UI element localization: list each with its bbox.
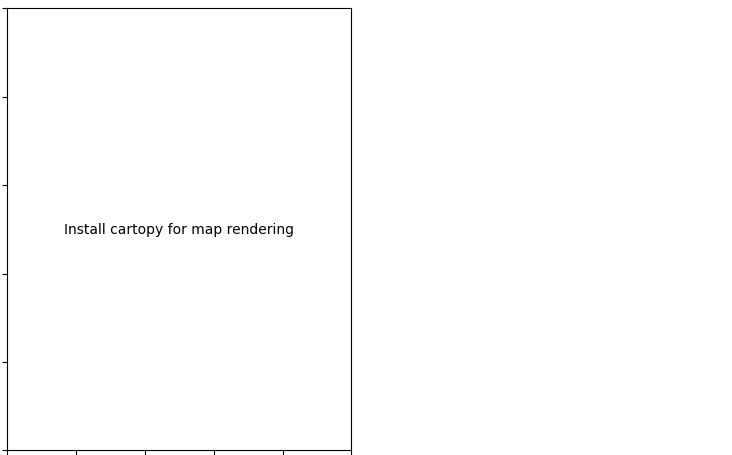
Text: Install cartopy for map rendering: Install cartopy for map rendering — [64, 223, 294, 237]
